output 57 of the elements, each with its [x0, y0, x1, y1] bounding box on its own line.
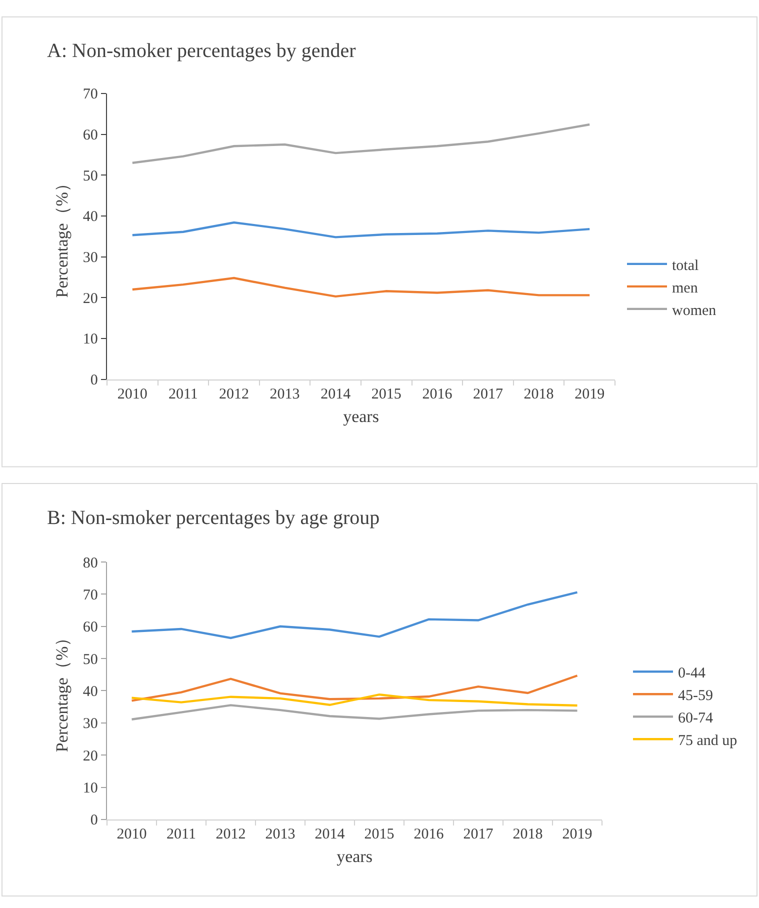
- y-tick-label: 70: [82, 587, 98, 604]
- x-tick-label: 2010: [117, 386, 148, 402]
- legend-label: 0-44: [678, 665, 706, 682]
- y-tick-label: 0: [90, 812, 98, 829]
- x-tick-label: 2019: [574, 386, 605, 402]
- x-tick-label: 2013: [265, 826, 296, 843]
- legend-label: 60-74: [678, 710, 714, 726]
- line-series: [130, 704, 578, 720]
- x-tick-label: 2016: [414, 826, 444, 843]
- y-tick-label: 20: [82, 748, 98, 764]
- x-tick-label: 2013: [270, 386, 300, 402]
- y-tick-label: 20: [82, 290, 98, 307]
- y-tick-label: 10: [82, 780, 98, 797]
- line-series: [130, 591, 578, 640]
- y-tick-label: 0: [90, 372, 98, 389]
- y-tick-label: 60: [82, 128, 98, 144]
- x-tick-label: 2017: [463, 826, 494, 843]
- line-series: [131, 221, 591, 238]
- x-tick-label: 2015: [371, 386, 402, 402]
- y-tick-label: 50: [82, 652, 98, 668]
- x-tick-label: 2010: [116, 826, 147, 843]
- x-tick-label: 2018: [512, 826, 543, 843]
- x-tick-label: 2014: [314, 826, 346, 843]
- x-tick-label: 2018: [524, 386, 554, 402]
- x-tick-label: 2015: [364, 826, 394, 843]
- line-series: [130, 693, 578, 707]
- y-tick-label: 40: [82, 209, 98, 226]
- legend-label: total: [672, 258, 699, 274]
- y-tick-label: 30: [82, 716, 98, 732]
- legend-label: men: [672, 280, 698, 296]
- x-tick-label: 2012: [219, 386, 249, 402]
- line-series: [130, 674, 578, 702]
- y-tick-label: 30: [82, 250, 98, 266]
- x-tick-label: 2011: [168, 386, 198, 402]
- chart-title: A: Non-smoker percentages by gender: [47, 40, 356, 62]
- legend-label: 45-59: [678, 688, 713, 704]
- y-tick-label: 50: [82, 168, 98, 184]
- x-tick-label: 2017: [473, 386, 504, 402]
- x-tick-label: 2011: [166, 826, 196, 843]
- y-axis-title: Percentage（%）: [52, 629, 72, 752]
- x-axis-title: years: [336, 846, 372, 866]
- x-tick-label: 2019: [562, 826, 592, 843]
- y-tick-label: 80: [82, 555, 98, 572]
- legend-label: women: [672, 302, 717, 319]
- chart-title: B: Non-smoker percentages by age group: [47, 507, 380, 529]
- y-tick-label: 10: [82, 332, 98, 348]
- x-tick-label: 2012: [216, 826, 246, 843]
- line-series: [131, 123, 591, 164]
- x-tick-label: 2016: [422, 386, 453, 402]
- x-tick-label: 2014: [320, 386, 352, 402]
- y-tick-label: 60: [82, 620, 98, 636]
- x-axis-title: years: [343, 406, 379, 426]
- y-tick-label: 70: [82, 86, 98, 103]
- line-series: [131, 276, 591, 298]
- y-axis-title: Percentage（%）: [52, 175, 72, 298]
- legend-label: 75 and up: [678, 732, 738, 749]
- y-tick-label: 40: [82, 684, 98, 700]
